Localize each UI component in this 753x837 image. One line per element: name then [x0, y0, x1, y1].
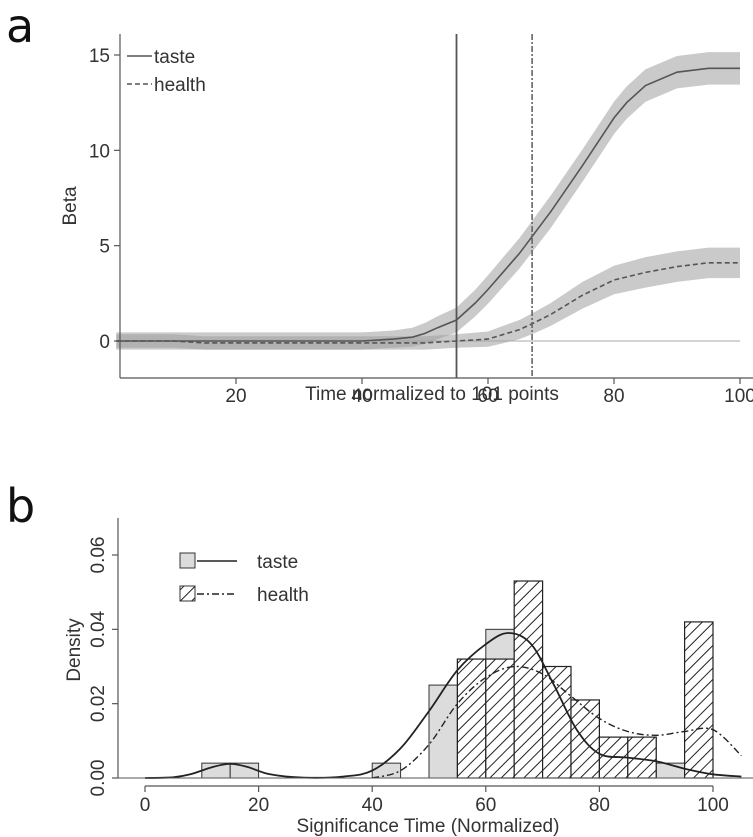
panel-a-letter: a	[6, 0, 34, 53]
y-tick-label: 0	[99, 332, 110, 353]
y-tick-label: 0.02	[88, 685, 109, 722]
taste-legend-box	[179, 552, 196, 569]
health-bar	[513, 580, 544, 779]
taste-line	[116, 67, 740, 342]
health-legend-box	[179, 585, 196, 602]
health-histogram	[456, 580, 714, 779]
taste-band	[116, 52, 741, 350]
panel-a-xlabel: Time normalized to 101 points	[305, 384, 559, 405]
x-tick-label: 80	[589, 795, 610, 816]
x-tick-label: 80	[603, 386, 624, 407]
y-tick-label: 10	[89, 141, 110, 162]
taste-density-curve	[144, 632, 742, 779]
taste-bar	[428, 684, 458, 779]
taste-bar	[371, 762, 402, 779]
health-legend-label: health	[154, 75, 206, 96]
y-tick-label: 0.00	[88, 760, 109, 797]
panel-a-plot: 20 40 60 80 100 0 5 10 15 taste health	[89, 34, 753, 407]
beta-lines	[116, 67, 740, 344]
panel-b-xlabel: Significance Time (Normalized)	[297, 816, 560, 837]
y-tick-label: 0.04	[88, 610, 109, 647]
x-tick-label: 0	[140, 795, 151, 816]
panel-b-legend: taste health	[179, 552, 309, 606]
health-legend-label: health	[257, 585, 309, 606]
density-curves	[144, 632, 742, 779]
health-band	[116, 247, 741, 350]
x-tick-label: 100	[724, 386, 753, 407]
x-tick-label: 60	[475, 795, 496, 816]
panel-a-legend: taste health	[127, 47, 206, 96]
y-tick-label: 15	[89, 46, 110, 67]
x-tick-label: 100	[697, 795, 729, 816]
panel-a-ylabel: Beta	[60, 186, 81, 226]
panel-b-letter: b	[6, 479, 35, 533]
panel-b-axes: 0 20 40 60 80 100 0.00 0.02 0.04 0.06	[88, 518, 753, 816]
confidence-bands	[116, 52, 741, 350]
health-bar	[683, 621, 714, 779]
health-bar	[485, 658, 515, 779]
health-bar	[456, 658, 487, 779]
health-bar	[541, 665, 572, 779]
taste-legend-label: taste	[154, 47, 195, 68]
significance-vlines	[455, 34, 533, 378]
x-tick-label: 20	[248, 795, 269, 816]
health-bar	[570, 699, 600, 779]
y-tick-label: 0.06	[88, 537, 109, 574]
x-tick-label: 40	[351, 386, 372, 407]
panel-b-ylabel: Density	[64, 618, 85, 682]
x-tick-label: 40	[362, 795, 383, 816]
x-tick-label: 20	[225, 386, 246, 407]
x-tick-label: 60	[477, 386, 498, 407]
taste-legend-label: taste	[257, 552, 298, 573]
panel-a-axes: 20 40 60 80 100 0 5 10 15	[89, 34, 753, 407]
panel-b-plot: 0 20 40 60 80 100 0.00 0.02 0.04 0.06 taste health	[88, 518, 753, 816]
health-density-curve	[372, 665, 742, 779]
y-tick-label: 5	[99, 237, 110, 258]
